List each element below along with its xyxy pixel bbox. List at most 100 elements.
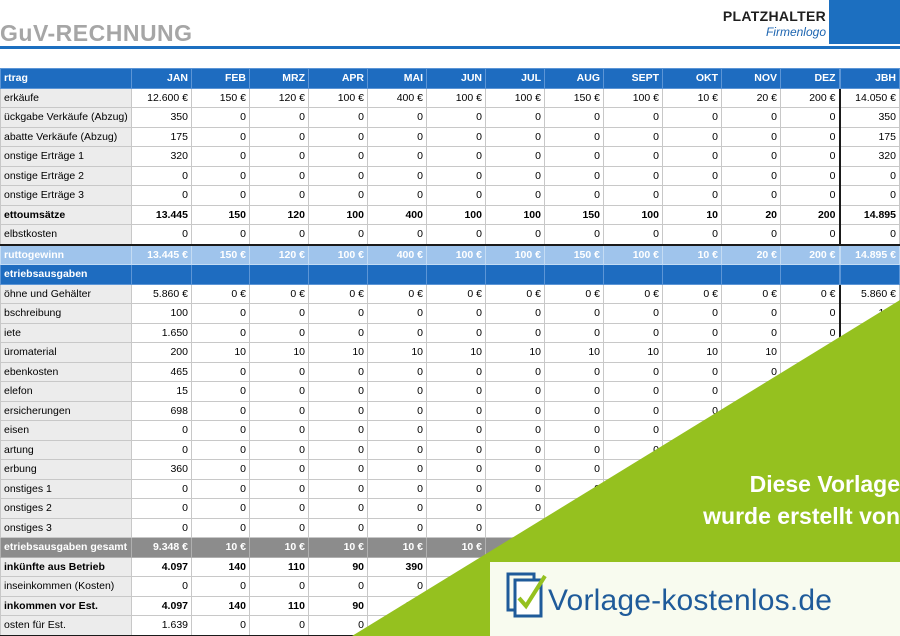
table-cell[interactable]: 0 bbox=[191, 420, 250, 441]
row-label[interactable]: inseinkommen (Kosten) bbox=[0, 576, 132, 597]
table-cell[interactable]: 10 bbox=[603, 342, 663, 363]
table-cell[interactable]: 0 bbox=[603, 146, 663, 167]
table-cell[interactable]: 175 bbox=[131, 126, 192, 147]
table-cell[interactable]: 0 bbox=[485, 459, 545, 480]
table-cell[interactable]: 0 bbox=[485, 126, 545, 147]
table-cell[interactable]: 400 € bbox=[367, 87, 427, 108]
table-cell[interactable]: MAI bbox=[367, 68, 427, 89]
table-cell[interactable]: 0 bbox=[603, 107, 663, 128]
table-cell[interactable]: 0 bbox=[544, 126, 604, 147]
row-label[interactable]: bschreibung bbox=[0, 303, 132, 324]
table-cell[interactable]: 0 bbox=[367, 478, 427, 499]
table-cell[interactable]: 0 bbox=[426, 517, 486, 538]
table-cell[interactable]: 320 bbox=[838, 342, 900, 363]
table-cell[interactable]: 0 bbox=[131, 224, 192, 245]
table-cell[interactable]: 10 bbox=[367, 342, 427, 363]
table-cell[interactable]: 0 bbox=[544, 400, 604, 421]
table-cell[interactable]: 0 bbox=[721, 420, 781, 441]
table-cell[interactable]: 0 bbox=[131, 185, 192, 206]
table-cell[interactable] bbox=[662, 556, 722, 577]
table-cell[interactable]: 120 € bbox=[249, 87, 309, 108]
table-cell[interactable]: 0 bbox=[367, 224, 427, 245]
table-cell[interactable]: 0 bbox=[249, 224, 309, 245]
table-cell[interactable]: 0 bbox=[426, 576, 486, 597]
table-cell[interactable]: 0 bbox=[485, 322, 545, 343]
table-cell[interactable] bbox=[721, 264, 781, 285]
table-cell[interactable]: 0 bbox=[721, 381, 781, 402]
table-cell[interactable]: 0 bbox=[191, 322, 250, 343]
table-cell[interactable]: 10 € bbox=[426, 537, 486, 558]
table-cell[interactable] bbox=[603, 556, 663, 577]
table-cell[interactable] bbox=[544, 615, 604, 636]
table-cell[interactable] bbox=[191, 264, 250, 285]
table-cell[interactable]: 0 bbox=[485, 185, 545, 206]
table-cell[interactable]: 0 bbox=[131, 165, 192, 186]
table-cell[interactable]: 110 bbox=[249, 595, 309, 616]
table-cell[interactable] bbox=[780, 264, 840, 285]
table-cell[interactable] bbox=[426, 615, 486, 636]
table-cell[interactable]: 0 bbox=[426, 322, 486, 343]
table-cell[interactable]: 9.348 € bbox=[131, 537, 192, 558]
table-cell[interactable]: 0 bbox=[721, 400, 781, 421]
table-cell[interactable]: 0 bbox=[838, 420, 900, 441]
table-cell[interactable] bbox=[308, 264, 368, 285]
table-cell[interactable]: 0 bbox=[780, 224, 840, 245]
table-cell[interactable]: 1.650 bbox=[838, 322, 900, 343]
table-cell[interactable]: 0 bbox=[191, 576, 250, 597]
table-cell[interactable]: 0 bbox=[780, 165, 840, 186]
table-cell[interactable]: 10 € bbox=[191, 537, 250, 558]
row-label[interactable]: ebenkosten bbox=[0, 361, 132, 382]
table-cell[interactable]: 10 bbox=[485, 342, 545, 363]
table-cell[interactable]: 10 bbox=[662, 204, 722, 225]
table-cell[interactable]: 0 bbox=[662, 146, 722, 167]
table-cell[interactable]: 0 bbox=[308, 517, 368, 538]
table-cell[interactable]: 0 bbox=[544, 303, 604, 324]
table-cell[interactable]: 0 bbox=[191, 107, 250, 128]
table-cell[interactable]: 0 bbox=[131, 420, 192, 441]
table-cell[interactable]: 0 bbox=[662, 107, 722, 128]
table-cell[interactable]: 150 € bbox=[544, 243, 604, 265]
table-cell[interactable] bbox=[838, 576, 900, 597]
table-cell[interactable]: 100 € bbox=[485, 243, 545, 265]
table-cell[interactable]: 0 bbox=[367, 165, 427, 186]
table-cell[interactable] bbox=[662, 264, 722, 285]
row-label[interactable]: ruttogewinn bbox=[0, 243, 132, 265]
table-cell[interactable]: 0 bbox=[780, 303, 840, 324]
table-cell[interactable] bbox=[838, 556, 900, 577]
table-cell[interactable]: 0 bbox=[249, 439, 309, 460]
table-cell[interactable]: 0 bbox=[249, 459, 309, 480]
table-cell[interactable]: 0 bbox=[662, 361, 722, 382]
table-cell[interactable]: 0 bbox=[544, 224, 604, 245]
row-label[interactable]: onstiges 1 bbox=[0, 478, 132, 499]
row-label[interactable]: eisen bbox=[0, 420, 132, 441]
table-cell[interactable]: 0 € bbox=[249, 283, 309, 304]
table-cell[interactable]: 0 bbox=[308, 576, 368, 597]
table-cell[interactable]: 0 bbox=[721, 361, 781, 382]
table-cell[interactable]: 0 bbox=[485, 498, 545, 519]
row-label[interactable]: ersicherungen bbox=[0, 400, 132, 421]
table-cell[interactable]: 0 bbox=[191, 498, 250, 519]
table-cell[interactable]: 0 bbox=[367, 517, 427, 538]
table-cell[interactable] bbox=[838, 595, 900, 616]
table-cell[interactable]: 12.600 € bbox=[131, 87, 192, 108]
table-cell[interactable]: 390 bbox=[367, 556, 427, 577]
table-cell[interactable]: 0 bbox=[603, 381, 663, 402]
table-cell[interactable]: 0 bbox=[485, 517, 545, 538]
table-cell[interactable]: 0 bbox=[308, 459, 368, 480]
table-cell[interactable]: 20 € bbox=[721, 87, 781, 108]
table-cell[interactable]: 0 bbox=[426, 498, 486, 519]
table-cell[interactable]: 0 bbox=[426, 459, 486, 480]
table-cell[interactable]: 0 bbox=[367, 303, 427, 324]
table-cell[interactable]: 0 bbox=[485, 361, 545, 382]
table-cell[interactable]: 0 bbox=[426, 165, 486, 186]
table-cell[interactable]: JAN bbox=[131, 68, 192, 89]
table-cell[interactable]: 0 bbox=[367, 146, 427, 167]
table-cell[interactable]: 10 € bbox=[249, 537, 309, 558]
table-cell[interactable]: 0 bbox=[838, 439, 900, 460]
table-cell[interactable]: 350 bbox=[838, 107, 900, 128]
table-cell[interactable]: 0 bbox=[662, 165, 722, 186]
table-cell[interactable]: 0 bbox=[367, 107, 427, 128]
table-cell[interactable]: 0 bbox=[191, 459, 250, 480]
table-cell[interactable]: 90 bbox=[426, 556, 486, 577]
table-cell[interactable]: 20 € bbox=[721, 243, 781, 265]
